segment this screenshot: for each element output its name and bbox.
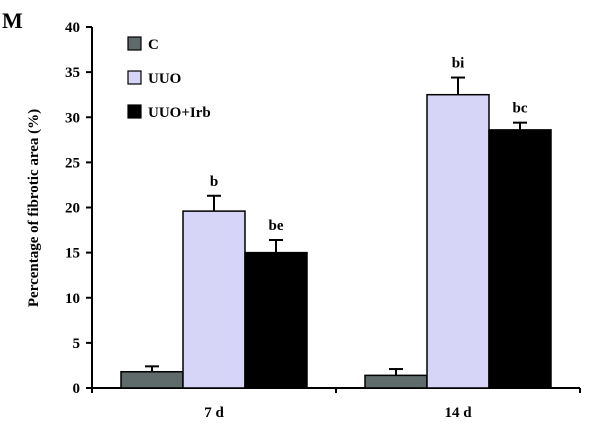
y-tick-label: 35: [65, 65, 80, 81]
panel-label: M: [2, 8, 23, 33]
y-tick-label: 30: [65, 110, 80, 126]
y-tick-label: 5: [73, 336, 81, 352]
significance-label: be: [269, 218, 284, 234]
y-tick-label: 20: [65, 201, 80, 217]
y-tick-label: 25: [65, 155, 80, 171]
bar-uuo-irb: [488, 129, 552, 389]
y-tick-label: 15: [65, 246, 80, 262]
bar-uuo: [426, 93, 490, 389]
legend: C UUO UUO+Irb: [127, 36, 211, 121]
significance-label: bc: [513, 101, 528, 117]
legend-label: UUO: [148, 71, 181, 87]
legend-swatch: [127, 70, 142, 85]
bar-uuo: [182, 210, 246, 389]
bar-c: [120, 371, 184, 389]
y-tick-label: 0: [73, 381, 81, 397]
x-category-label: 14 d: [444, 405, 472, 421]
x-category-label: 7 d: [204, 405, 224, 421]
legend-swatch: [127, 104, 142, 119]
legend-label: C: [148, 37, 159, 53]
significance-label: b: [210, 174, 218, 190]
y-axis-title: Percentage of fibrotic area (%): [26, 109, 42, 307]
y-tick-label: 10: [65, 291, 80, 307]
y-tick-label: 40: [65, 20, 80, 36]
bar-uuo-irb: [244, 251, 308, 389]
bar-c: [364, 374, 428, 389]
x-axis: 7 d 14 d: [91, 387, 581, 421]
y-axis: 0 5 10 15 20 25 30 35 40: [65, 20, 93, 397]
legend-swatch: [127, 36, 142, 51]
legend-label: UUO+Irb: [148, 105, 211, 121]
significance-label: bi: [452, 56, 465, 72]
bars-group: b be bi bc: [120, 56, 552, 389]
y-axis-title-group: Percentage of fibrotic area (%): [26, 109, 42, 307]
